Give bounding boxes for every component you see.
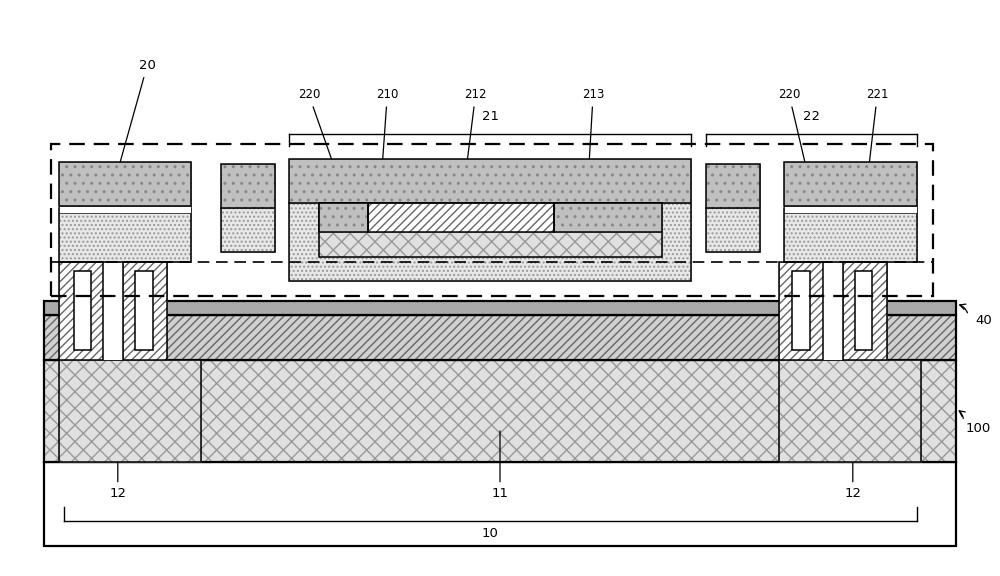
Bar xyxy=(289,203,691,281)
Bar xyxy=(59,162,191,206)
Bar xyxy=(289,158,691,203)
Bar xyxy=(843,262,887,359)
Text: 12: 12 xyxy=(844,431,861,501)
Bar xyxy=(784,207,916,262)
Bar xyxy=(221,164,275,207)
Bar xyxy=(319,203,368,232)
Bar xyxy=(368,203,554,232)
Bar xyxy=(289,203,691,281)
Bar xyxy=(706,164,760,207)
Bar xyxy=(74,271,91,350)
Bar xyxy=(784,162,916,206)
Bar xyxy=(855,271,872,350)
Bar xyxy=(784,206,916,213)
Text: 100: 100 xyxy=(966,422,991,435)
Text: 220: 220 xyxy=(298,89,337,176)
Bar xyxy=(289,158,691,203)
Bar xyxy=(59,262,103,359)
Bar xyxy=(823,262,843,359)
Bar xyxy=(706,207,760,252)
Bar xyxy=(59,207,191,262)
Text: 22: 22 xyxy=(803,110,820,123)
Bar xyxy=(779,262,823,359)
Bar xyxy=(44,463,956,545)
Text: 21: 21 xyxy=(482,110,499,123)
Bar xyxy=(368,203,554,232)
Text: 210: 210 xyxy=(376,89,398,161)
Bar xyxy=(706,207,760,252)
Bar xyxy=(44,359,956,463)
Bar xyxy=(59,359,201,463)
Bar xyxy=(44,359,956,463)
Text: 30: 30 xyxy=(251,340,268,353)
Bar xyxy=(44,301,956,316)
Bar xyxy=(319,203,368,232)
Bar xyxy=(784,162,916,206)
Bar xyxy=(59,206,191,213)
Bar xyxy=(554,203,662,232)
Text: 20: 20 xyxy=(114,59,156,185)
Text: 212: 212 xyxy=(461,89,487,210)
Bar xyxy=(779,359,921,463)
Text: 221: 221 xyxy=(866,89,889,176)
Bar xyxy=(123,262,167,359)
Bar xyxy=(123,262,167,359)
Bar xyxy=(103,262,123,359)
Bar xyxy=(59,162,191,206)
Bar xyxy=(792,271,810,350)
Bar xyxy=(221,207,275,252)
Bar xyxy=(554,203,662,232)
Bar xyxy=(59,359,201,463)
Bar xyxy=(59,207,191,262)
Bar xyxy=(135,271,153,350)
Bar xyxy=(706,164,760,207)
Bar xyxy=(221,207,275,252)
Text: 213: 213 xyxy=(582,89,604,176)
Bar xyxy=(319,203,662,257)
Text: 220: 220 xyxy=(778,89,808,176)
Bar xyxy=(44,316,956,359)
Text: 12: 12 xyxy=(109,431,126,501)
Bar xyxy=(843,262,887,359)
Bar xyxy=(59,262,103,359)
Text: 10: 10 xyxy=(482,528,499,540)
Bar xyxy=(319,203,662,257)
Bar xyxy=(779,359,921,463)
Bar xyxy=(51,144,933,296)
Bar xyxy=(44,316,956,359)
Bar xyxy=(784,207,916,262)
Text: 40: 40 xyxy=(975,314,992,327)
Bar xyxy=(221,164,275,207)
Bar xyxy=(779,262,823,359)
Text: 11: 11 xyxy=(492,431,509,501)
